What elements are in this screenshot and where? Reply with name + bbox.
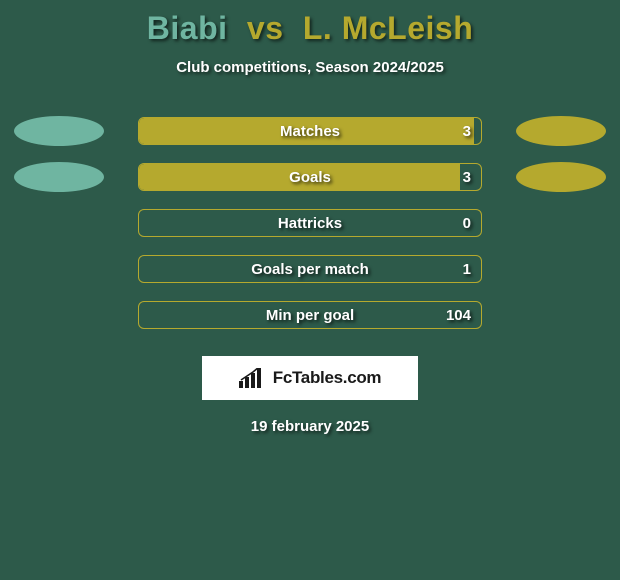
- stat-label: Goals: [139, 164, 481, 190]
- player2-ellipse: [516, 162, 606, 192]
- stat-label: Matches: [139, 118, 481, 144]
- player1-ellipse: [14, 116, 104, 146]
- player1-ellipse: [14, 162, 104, 192]
- stat-value: 1: [463, 256, 471, 282]
- stat-row: Matches3: [0, 108, 620, 154]
- vs-word: vs: [247, 10, 284, 46]
- stat-label: Min per goal: [139, 302, 481, 328]
- stat-bar: Goals3: [138, 163, 482, 191]
- player1-name: Biabi: [147, 10, 228, 46]
- stat-row: Goals3: [0, 154, 620, 200]
- player2-name: L. McLeish: [303, 10, 473, 46]
- bar-chart-icon: [239, 368, 267, 388]
- brand-label: FcTables.com: [273, 368, 382, 388]
- subtitle: Club competitions, Season 2024/2025: [0, 59, 620, 76]
- date-label: 19 february 2025: [0, 418, 620, 435]
- stat-bar: Min per goal104: [138, 301, 482, 329]
- stat-label: Hattricks: [139, 210, 481, 236]
- stat-row: Min per goal104: [0, 292, 620, 338]
- stat-label: Goals per match: [139, 256, 481, 282]
- stat-bar: Goals per match1: [138, 255, 482, 283]
- stat-bar: Hattricks0: [138, 209, 482, 237]
- comparison-title: Biabi vs L. McLeish: [0, 0, 620, 47]
- brand-box: FcTables.com: [202, 356, 418, 400]
- player2-ellipse: [516, 116, 606, 146]
- stat-value: 104: [446, 302, 471, 328]
- stat-rows: Matches3Goals3Hattricks0Goals per match1…: [0, 108, 620, 338]
- stat-row: Hattricks0: [0, 200, 620, 246]
- stat-bar: Matches3: [138, 117, 482, 145]
- stat-value: 3: [463, 164, 471, 190]
- stat-value: 3: [463, 118, 471, 144]
- stat-row: Goals per match1: [0, 246, 620, 292]
- stat-value: 0: [463, 210, 471, 236]
